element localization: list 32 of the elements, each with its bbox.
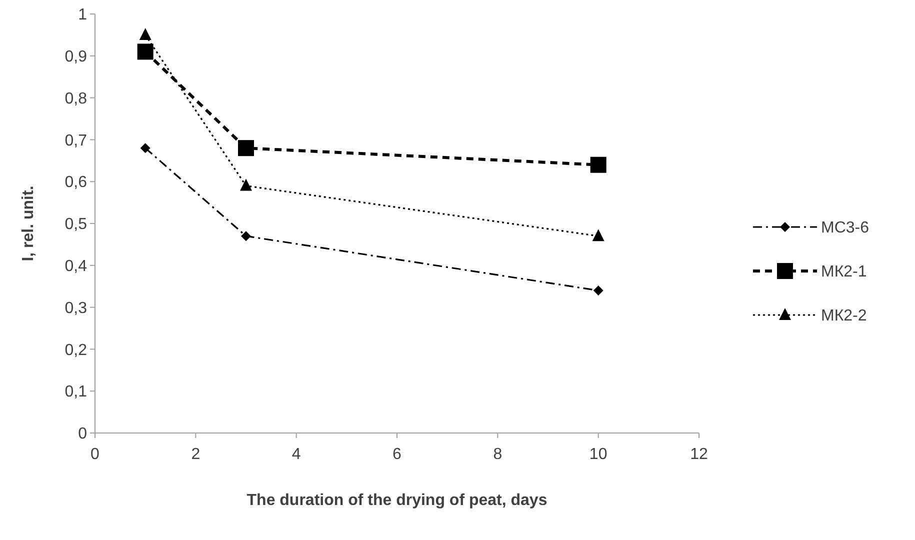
y-tick-label: 0,5 — [64, 216, 88, 234]
legend-label: МК2-2 — [821, 308, 867, 325]
y-tick-label: 0,6 — [64, 174, 88, 192]
y-tick-label: 0,2 — [64, 342, 88, 359]
legend-label: МС3-6 — [821, 220, 870, 237]
x-tick-label: 6 — [392, 446, 402, 463]
x-tick-label: 4 — [292, 446, 301, 463]
x-tick-label: 8 — [493, 446, 502, 463]
y-tick-label: 0 — [78, 426, 88, 443]
point — [592, 229, 604, 242]
point — [139, 28, 152, 40]
point — [238, 140, 254, 156]
point — [241, 231, 251, 242]
point — [140, 143, 150, 154]
y-axis-title: I, rel. unit. — [20, 186, 37, 262]
y-tick-label: 0,4 — [64, 258, 88, 275]
y-tick-label: 1 — [78, 6, 88, 24]
y-tick-label: 0,7 — [64, 132, 88, 150]
x-axis-title: The duration of the drying of peat, days — [246, 492, 548, 509]
y-tick-label: 0,8 — [64, 90, 88, 108]
legend-label: МК2-1 — [821, 264, 867, 281]
x-tick-label: 10 — [589, 446, 608, 463]
point — [593, 286, 604, 296]
y-tick-label: 0,1 — [64, 384, 88, 401]
point — [590, 156, 606, 173]
x-tick-label: 2 — [191, 446, 200, 463]
y-tick-label: 0,3 — [64, 300, 88, 317]
point — [240, 178, 252, 191]
y-tick-label: 0,9 — [64, 48, 88, 66]
point — [137, 44, 154, 60]
x-tick-label: 12 — [690, 446, 708, 463]
x-tick-label: 0 — [90, 446, 100, 463]
